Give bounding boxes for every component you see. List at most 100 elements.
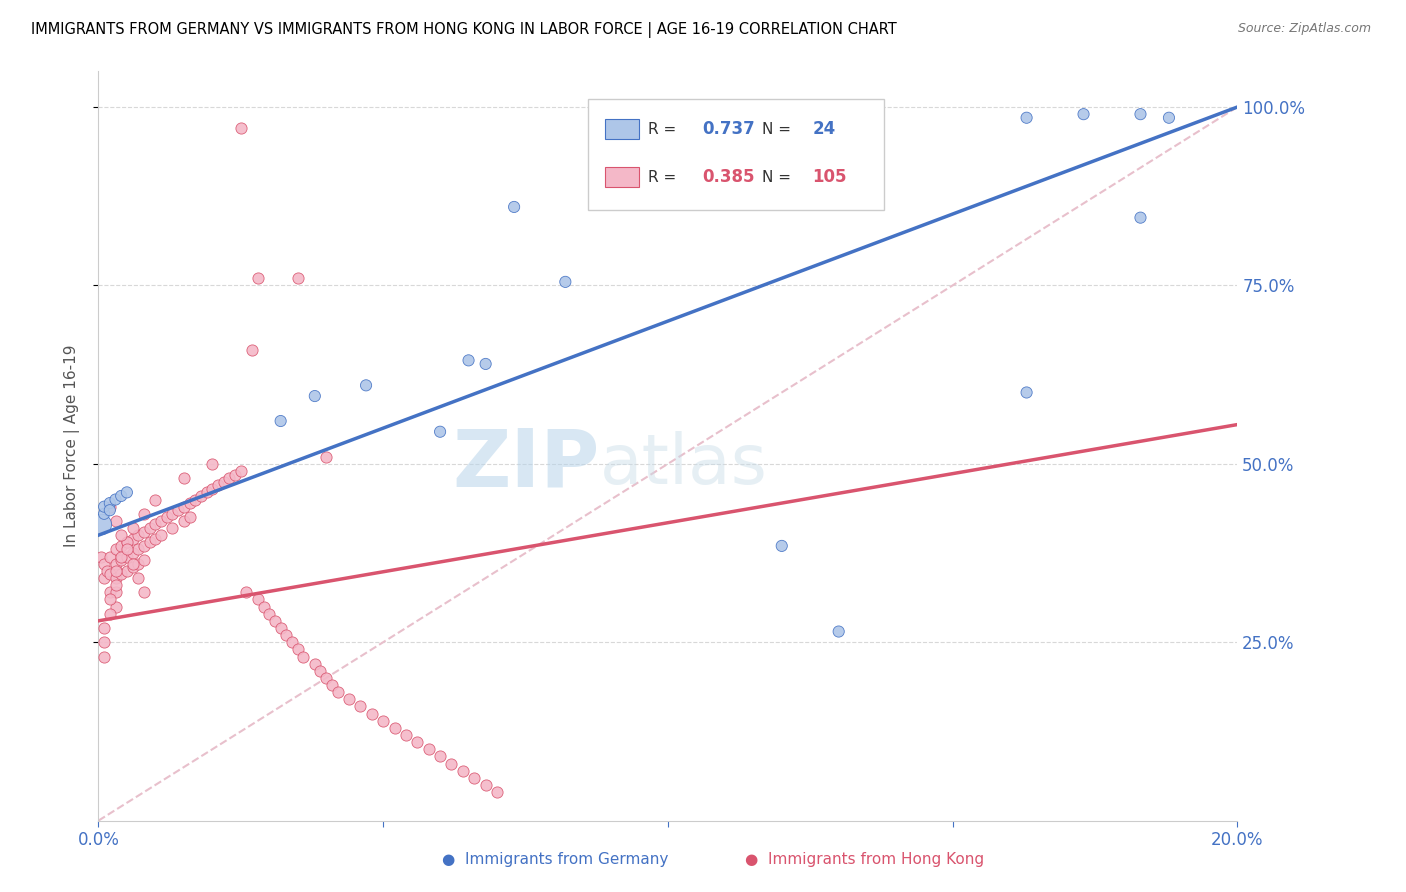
FancyBboxPatch shape — [605, 168, 640, 186]
Point — [287, 271, 309, 285]
Point — [93, 649, 115, 664]
Point — [132, 524, 155, 539]
Point — [104, 492, 127, 507]
Text: R =: R = — [648, 169, 682, 185]
FancyBboxPatch shape — [605, 120, 640, 139]
Point — [395, 728, 418, 742]
Point — [98, 585, 121, 599]
Point — [115, 485, 138, 500]
Point — [132, 507, 155, 521]
Point — [229, 121, 252, 136]
Point — [93, 621, 115, 635]
Point — [429, 425, 451, 439]
Point — [104, 557, 127, 571]
Point — [93, 571, 115, 585]
Point — [201, 482, 224, 496]
Point — [212, 475, 235, 489]
Point — [156, 510, 179, 524]
Point — [1129, 107, 1152, 121]
Point — [270, 621, 292, 635]
Point — [1073, 107, 1095, 121]
Point — [406, 735, 429, 749]
Point — [115, 549, 138, 564]
Point — [98, 592, 121, 607]
Text: 105: 105 — [813, 168, 846, 186]
Point — [93, 507, 115, 521]
Point — [201, 457, 224, 471]
Text: IMMIGRANTS FROM GERMANY VS IMMIGRANTS FROM HONG KONG IN LABOR FORCE | AGE 16-19 : IMMIGRANTS FROM GERMANY VS IMMIGRANTS FR… — [31, 22, 897, 38]
Point — [145, 517, 167, 532]
Text: ●  Immigrants from Germany: ● Immigrants from Germany — [441, 852, 669, 867]
Point — [486, 785, 509, 799]
Point — [115, 564, 138, 578]
Point — [360, 706, 382, 721]
Point — [292, 649, 315, 664]
Point — [384, 721, 406, 735]
Point — [246, 271, 269, 285]
Point — [349, 699, 371, 714]
Point — [259, 607, 281, 621]
Point — [110, 539, 132, 553]
Point — [121, 557, 143, 571]
Text: atlas: atlas — [599, 431, 768, 499]
Point — [179, 496, 201, 510]
Point — [304, 657, 326, 671]
Point — [828, 624, 851, 639]
Point — [321, 678, 343, 692]
Point — [110, 489, 132, 503]
Point — [162, 521, 184, 535]
Point — [190, 489, 212, 503]
Point — [127, 528, 149, 542]
Text: ●  Immigrants from Hong Kong: ● Immigrants from Hong Kong — [745, 852, 984, 867]
Point — [115, 535, 138, 549]
Point — [110, 528, 132, 542]
Point — [451, 764, 474, 778]
Point — [179, 510, 201, 524]
Point — [463, 771, 485, 785]
Point — [229, 464, 252, 478]
Point — [127, 542, 149, 557]
Point — [150, 528, 173, 542]
Point — [287, 642, 309, 657]
Point — [276, 628, 298, 642]
Point — [224, 467, 246, 482]
Point — [173, 500, 195, 514]
Point — [90, 517, 112, 532]
Point — [127, 557, 149, 571]
Point — [104, 571, 127, 585]
Point — [457, 353, 479, 368]
Point — [90, 549, 112, 564]
Point — [474, 357, 496, 371]
Point — [440, 756, 463, 771]
Point — [98, 503, 121, 517]
Point — [132, 553, 155, 567]
Point — [150, 514, 173, 528]
Point — [115, 542, 138, 557]
Point — [173, 514, 195, 528]
Text: Source: ZipAtlas.com: Source: ZipAtlas.com — [1237, 22, 1371, 36]
Point — [1015, 385, 1038, 400]
Text: N =: N = — [762, 169, 796, 185]
FancyBboxPatch shape — [588, 99, 884, 210]
Point — [309, 664, 332, 678]
Point — [132, 539, 155, 553]
Point — [474, 778, 496, 792]
Point — [240, 343, 263, 357]
Point — [1015, 111, 1038, 125]
Point — [110, 549, 132, 564]
Point — [93, 557, 115, 571]
Point — [98, 496, 121, 510]
Text: 24: 24 — [813, 120, 835, 138]
Point — [373, 714, 395, 728]
Point — [110, 553, 132, 567]
Point — [235, 585, 257, 599]
Point — [246, 592, 269, 607]
Point — [429, 749, 451, 764]
Point — [195, 485, 218, 500]
Point — [110, 567, 132, 582]
Point — [281, 635, 304, 649]
Point — [503, 200, 526, 214]
Text: R =: R = — [648, 121, 682, 136]
Point — [167, 503, 190, 517]
Point — [184, 492, 207, 507]
